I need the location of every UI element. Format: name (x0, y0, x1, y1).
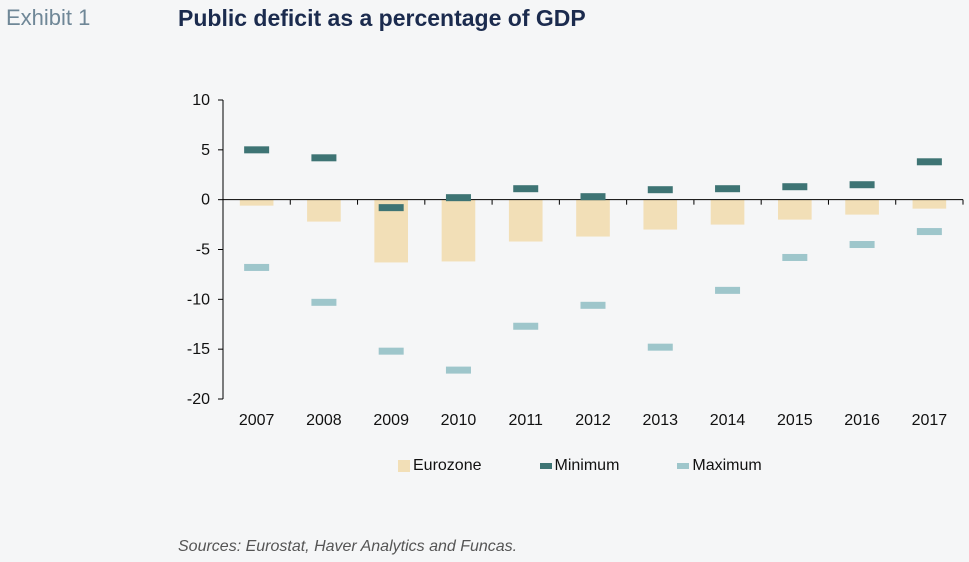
bar-eurozone (643, 199, 678, 230)
y-tick-label: 5 (201, 142, 210, 159)
x-tick-label: 2008 (306, 412, 342, 429)
legend-swatch-maximum (677, 463, 690, 469)
bar-eurozone (778, 199, 812, 220)
source-note: Sources: Eurostat, Haver Analytics and F… (178, 538, 518, 555)
y-tick-label: -20 (187, 391, 210, 408)
bar-eurozone (508, 199, 543, 242)
marker-maximum (715, 286, 741, 294)
legend-item-eurozone: Eurozone (398, 457, 482, 475)
x-tick-label: 2014 (710, 412, 746, 429)
marker-minimum (513, 185, 539, 193)
marker-minimum (244, 146, 270, 154)
x-tick-label: 2017 (912, 412, 948, 429)
marker-maximum (513, 322, 539, 330)
x-tick-label: 2013 (642, 412, 678, 429)
bar-eurozone (307, 199, 341, 222)
marker-minimum (715, 185, 741, 193)
marker-maximum (445, 366, 471, 374)
y-tick-label: 10 (192, 92, 210, 109)
legend-swatch-eurozone (398, 460, 410, 472)
x-tick-label: 2009 (373, 412, 409, 429)
marker-maximum (580, 301, 606, 309)
x-tick-label: 2012 (575, 412, 611, 429)
bar-eurozone (239, 199, 274, 206)
marker-minimum (378, 204, 404, 212)
y-tick-label: -5 (196, 242, 210, 259)
marker-minimum (445, 194, 471, 202)
marker-minimum (849, 181, 875, 189)
bar-eurozone (576, 199, 610, 237)
bar-eurozone (710, 199, 745, 225)
x-tick-label: 2016 (844, 412, 880, 429)
marker-maximum (244, 263, 270, 271)
legend-label-maximum: Maximum (692, 457, 762, 474)
legend-swatch-minimum (539, 463, 552, 469)
y-tick-label: -10 (187, 291, 210, 308)
legend-item-minimum: Minimum (539, 457, 620, 475)
bar-eurozone (912, 199, 947, 209)
x-tick-label: 2010 (441, 412, 477, 429)
marker-minimum (580, 193, 606, 201)
legend-label-minimum: Minimum (554, 457, 620, 474)
bar-eurozone (845, 199, 879, 215)
marker-maximum (849, 241, 875, 249)
y-tick-label: 0 (201, 192, 210, 209)
legend-item-maximum: Maximum (677, 457, 762, 475)
marker-maximum (311, 298, 337, 306)
chart-plot: 10 5 0 -5 -10 -15 -20 2007 2008 2009 2010 2011 2012 2… (187, 92, 964, 429)
marker-maximum (782, 253, 808, 261)
marker-maximum (916, 228, 942, 236)
legend-label-eurozone: Eurozone (413, 457, 482, 474)
exhibit-label: Exhibit 1 (6, 5, 91, 30)
x-tick-label: 2007 (239, 412, 275, 429)
marker-minimum (782, 183, 808, 191)
marker-maximum (647, 343, 673, 351)
bar-eurozone (441, 199, 476, 262)
y-tick-label: -15 (187, 341, 210, 358)
x-tick-label: 2011 (509, 412, 544, 429)
chart-title: Public deficit as a percentage of GDP (178, 5, 586, 31)
marker-minimum (647, 186, 673, 194)
x-tick-label: 2015 (777, 412, 813, 429)
chart-legend: Eurozone Minimum Maximum (398, 457, 820, 475)
marker-minimum (311, 154, 337, 162)
marker-maximum (378, 347, 404, 355)
marker-minimum (916, 158, 942, 166)
